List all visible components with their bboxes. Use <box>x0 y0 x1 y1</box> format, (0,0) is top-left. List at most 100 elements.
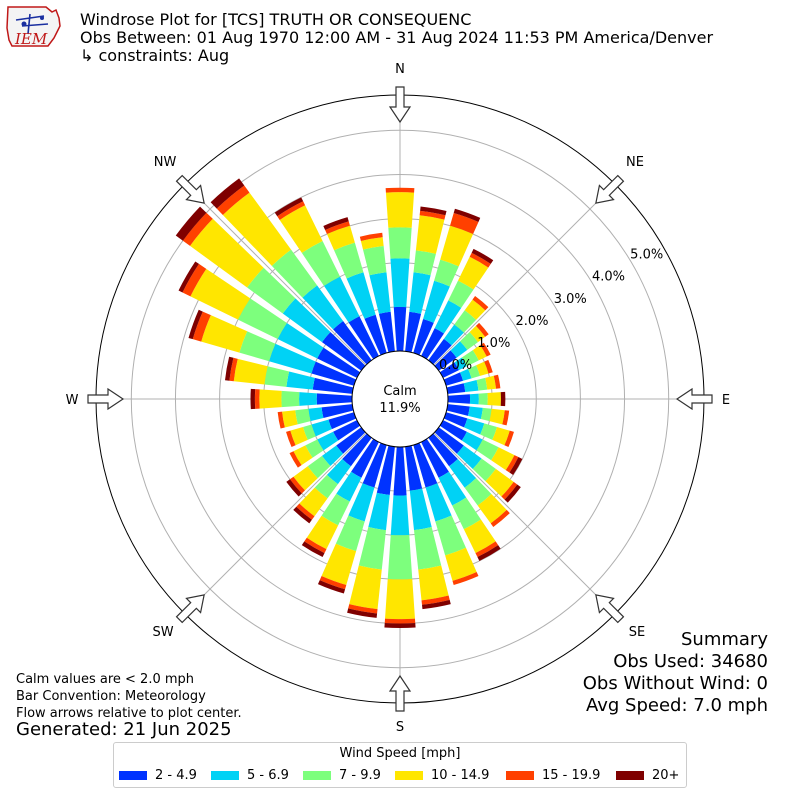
bar-120deg-bin-2 <box>476 439 499 461</box>
bar-40deg-bin-1 <box>443 324 464 346</box>
bar-350deg-bin-3 <box>360 237 384 250</box>
bar-350deg-bin-4 <box>359 232 383 242</box>
calm-label: Calm <box>383 384 416 399</box>
bar-290deg-bin-0 <box>311 361 357 386</box>
bar-270deg-bin-0 <box>316 393 353 405</box>
bar-200deg-bin-2 <box>335 515 365 552</box>
bar-230deg-bin-3 <box>293 466 318 491</box>
bar-320deg-bin-1 <box>302 285 344 330</box>
compass-label-n: N <box>395 62 405 77</box>
bar-340deg-bin-0 <box>364 314 387 356</box>
grid-spoke-135 <box>399 398 616 615</box>
compass-label-sw: SW <box>152 625 173 640</box>
bar-190deg-bin-5 <box>347 608 378 618</box>
bar-290deg-bin-4 <box>192 311 211 342</box>
bar-220deg-bin-2 <box>314 474 338 499</box>
bar-130deg-bin-2 <box>472 458 496 482</box>
obs-used: Obs Used: 34680 <box>613 651 768 672</box>
avg-speed: Avg Speed: 7.0 mph <box>586 695 768 716</box>
bar-140deg-bin-2 <box>464 478 492 506</box>
bar-140deg-bin-3 <box>477 494 507 524</box>
bar-10deg-bin-5 <box>420 206 447 216</box>
bar-170deg-bin-0 <box>405 445 423 491</box>
bar-290deg-bin-2 <box>239 331 276 362</box>
bar-230deg-bin-2 <box>307 455 331 479</box>
bar-280deg-bin-0 <box>312 377 354 394</box>
bar-270deg-bin-3 <box>259 389 282 409</box>
bar-220deg-bin-4 <box>296 503 315 520</box>
bar-340deg-bin-3 <box>326 225 355 251</box>
bar-50deg-bin-2 <box>460 332 479 350</box>
bar-290deg-bin-5 <box>188 309 203 340</box>
bar-50deg-bin-4 <box>475 322 489 337</box>
bar-190deg-bin-1 <box>368 492 390 531</box>
bar-350deg-bin-1 <box>369 272 391 314</box>
bar-170deg-bin-1 <box>409 488 432 531</box>
legend-swatch-3 <box>395 771 423 780</box>
bar-150deg-bin-3 <box>463 519 496 554</box>
grid-spoke-315 <box>184 183 401 400</box>
bar-300deg-bin-1 <box>277 322 324 359</box>
windrose-bars <box>175 178 523 628</box>
bar-190deg-bin-4 <box>348 604 378 614</box>
radial-tick-label-3: 3.0% <box>554 292 587 307</box>
compass-arrow-s <box>388 674 412 712</box>
bar-0deg-bin-2 <box>388 227 412 259</box>
bar-310deg-bin-0 <box>321 332 366 371</box>
bar-250deg-bin-1 <box>311 419 332 437</box>
bar-310deg-bin-1 <box>282 298 331 343</box>
bar-320deg-bin-5 <box>210 178 245 209</box>
bar-260deg-bin-0 <box>321 404 354 418</box>
bar-30deg-bin-2 <box>448 280 474 308</box>
bar-20deg-bin-0 <box>413 318 434 356</box>
bar-170deg-bin-5 <box>421 599 451 610</box>
bar-220deg-bin-5 <box>293 506 312 524</box>
bar-320deg-bin-3 <box>222 192 292 266</box>
bar-140deg-bin-1 <box>449 459 477 488</box>
bar-120deg-bin-5 <box>509 457 523 476</box>
compass-arrow-n <box>388 86 412 124</box>
grid-spoke-45 <box>399 183 616 400</box>
bar-280deg-bin-5 <box>225 356 234 381</box>
bar-120deg-bin-1 <box>461 431 483 451</box>
bar-310deg-bin-4 <box>182 212 213 246</box>
bar-100deg-bin-3 <box>489 408 505 425</box>
bar-180deg-bin-5 <box>384 623 416 628</box>
bar-340deg-bin-4 <box>325 221 350 235</box>
chart-title: Windrose Plot for [TCS] TRUTH OR CONSEQU… <box>80 10 472 29</box>
flow-arrows-note: Flow arrows relative to plot center. <box>16 706 242 721</box>
legend-item-5: 20+ <box>616 768 679 783</box>
bar-350deg-bin-0 <box>378 311 395 353</box>
bar-convention: Bar Convention: Meteorology <box>16 689 206 704</box>
bar-180deg-bin-1 <box>390 495 410 536</box>
bar-10deg-bin-1 <box>409 272 431 314</box>
bar-240deg-bin-0 <box>333 420 361 441</box>
bar-230deg-bin-1 <box>321 445 344 466</box>
legend-label-4: 15 - 19.9 <box>542 768 601 783</box>
bar-190deg-bin-2 <box>358 527 386 570</box>
bar-170deg-bin-4 <box>421 595 450 605</box>
bar-200deg-bin-4 <box>319 576 347 590</box>
windrose-plot: Calm 11.9% 0.0% 1.0% 2.0% 3.0% 4.0% 5.0% N NE E S… <box>66 62 731 735</box>
compass-label-w: W <box>66 393 79 408</box>
radial-tick-label-4: 4.0% <box>592 270 625 285</box>
calm-value: 11.9% <box>379 401 420 416</box>
bar-180deg-bin-2 <box>387 534 413 580</box>
bar-210deg-bin-0 <box>351 438 379 478</box>
bar-250deg-bin-0 <box>328 412 357 430</box>
bar-140deg-bin-4 <box>490 509 510 527</box>
bar-180deg-bin-4 <box>384 618 416 624</box>
bar-280deg-bin-2 <box>264 366 290 387</box>
radial-tick-label-5: 5.0% <box>630 248 663 263</box>
bar-70deg-bin-4 <box>484 359 493 374</box>
bar-150deg-bin-2 <box>452 497 481 530</box>
bar-280deg-bin-1 <box>286 371 315 390</box>
bar-340deg-bin-1 <box>346 272 376 319</box>
bar-190deg-bin-0 <box>376 445 395 496</box>
bar-40deg-bin-3 <box>464 299 486 320</box>
iem-logo-text: IEM <box>14 30 48 48</box>
bar-70deg-bin-0 <box>443 372 464 386</box>
bar-90deg-bin-2 <box>478 393 488 405</box>
bar-110deg-bin-4 <box>504 430 514 448</box>
bar-80deg-bin-3 <box>485 375 497 390</box>
